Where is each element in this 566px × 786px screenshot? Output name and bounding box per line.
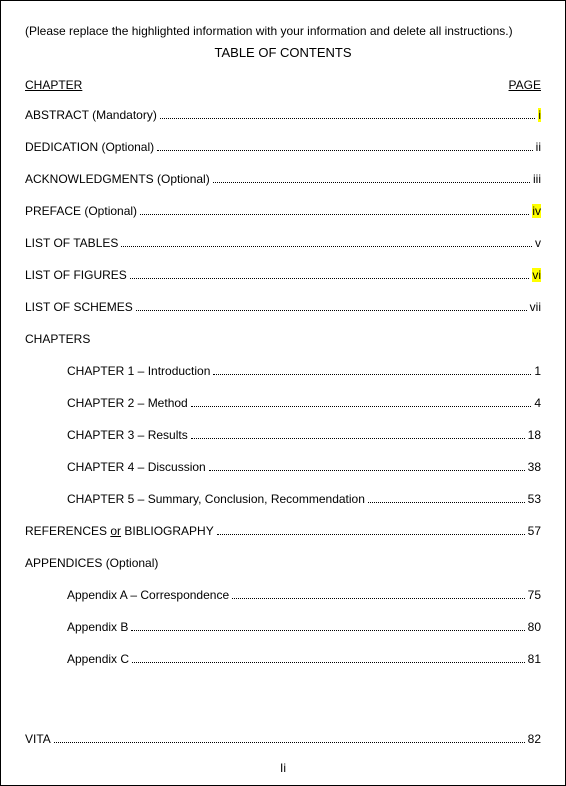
vita-row: VITA 82	[25, 732, 541, 746]
toc-page: 1	[534, 364, 541, 378]
toc-page: 80	[528, 620, 541, 634]
toc-label: LIST OF SCHEMES	[25, 300, 133, 314]
leader-dots	[213, 374, 531, 375]
toc-label: CHAPTER 3 – Results	[67, 428, 188, 442]
toc-page: iii	[533, 172, 541, 186]
leader-dots	[191, 406, 532, 407]
leader-dots	[368, 502, 525, 503]
toc-row: CHAPTER 3 – Results 18	[25, 428, 541, 442]
toc-label: CHAPTER 2 – Method	[67, 396, 188, 410]
vita-page: 82	[528, 732, 541, 746]
toc-page: v	[535, 236, 541, 250]
toc-row: DEDICATION (Optional) ii	[25, 140, 541, 154]
appendices-list: Appendix A – Correspondence 75 Appendix B 8…	[25, 588, 541, 666]
toc-row: CHAPTER 2 – Method 4	[25, 396, 541, 410]
references-prefix: REFERENCES	[25, 524, 110, 538]
toc-label: ABSTRACT (Mandatory)	[25, 108, 157, 122]
leader-dots	[54, 742, 525, 743]
toc-row: LIST OF SCHEMES vii	[25, 300, 541, 314]
appendices-heading: APPENDICES (Optional)	[25, 556, 541, 570]
leader-dots	[160, 118, 536, 119]
toc-row: Appendix B 80	[25, 620, 541, 634]
toc-row: CHAPTER 5 – Summary, Conclusion, Recomme…	[25, 492, 541, 506]
toc-page: 4	[534, 396, 541, 410]
toc-page: iv	[532, 204, 541, 218]
toc-page: 75	[528, 588, 541, 602]
leader-dots	[140, 214, 529, 215]
toc-page: 81	[528, 652, 541, 666]
leader-dots	[191, 438, 525, 439]
toc-label: Appendix B	[67, 620, 128, 634]
toc-label: CHAPTER 1 – Introduction	[67, 364, 210, 378]
column-headers: CHAPTER PAGE	[25, 78, 541, 92]
toc-row: CHAPTER 1 – Introduction 1	[25, 364, 541, 378]
leader-dots	[209, 470, 525, 471]
toc-row: PREFACE (Optional) iv	[25, 204, 541, 218]
leader-dots	[131, 630, 524, 631]
toc-label: CHAPTER 5 – Summary, Conclusion, Recomme…	[67, 492, 365, 506]
toc-label: PREFACE (Optional)	[25, 204, 137, 218]
toc-row: LIST OF FIGURES vi	[25, 268, 541, 282]
leader-dots	[232, 598, 525, 599]
vita-label: VITA	[25, 732, 51, 746]
chapters-heading: CHAPTERS	[25, 332, 541, 346]
spacer	[25, 684, 541, 732]
references-suffix: BIBLIOGRAPHY	[121, 524, 214, 538]
toc-row: Appendix A – Correspondence 75	[25, 588, 541, 602]
toc-label: Appendix C	[67, 652, 129, 666]
toc-label: ACKNOWLEDGMENTS (Optional)	[25, 172, 210, 186]
toc-row: ABSTRACT (Mandatory) i	[25, 108, 541, 122]
toc-label: DEDICATION (Optional)	[25, 140, 154, 154]
leader-dots	[213, 182, 530, 183]
leader-dots	[136, 310, 527, 311]
references-label: REFERENCES or BIBLIOGRAPHY	[25, 524, 214, 538]
leader-dots	[132, 662, 525, 663]
toc-page: vii	[530, 300, 541, 314]
chapters-list: CHAPTER 1 – Introduction 1 CHAPTER 2 – Met…	[25, 364, 541, 506]
toc-label: LIST OF FIGURES	[25, 268, 127, 282]
toc-label: Appendix A – Correspondence	[67, 588, 229, 602]
toc-page: 18	[528, 428, 541, 442]
header-page: PAGE	[509, 78, 541, 92]
toc-title: TABLE OF CONTENTS	[25, 45, 541, 60]
toc-page: vi	[532, 268, 541, 282]
page-number: Ii	[1, 761, 565, 775]
leader-dots	[121, 246, 532, 247]
toc-page: 53	[528, 492, 541, 506]
header-chapter: CHAPTER	[25, 78, 82, 92]
references-row: REFERENCES or BIBLIOGRAPHY 57	[25, 524, 541, 538]
toc-label: LIST OF TABLES	[25, 236, 118, 250]
toc-row: CHAPTER 4 – Discussion 38	[25, 460, 541, 474]
toc-page: i	[538, 108, 541, 122]
toc-row: Appendix C 81	[25, 652, 541, 666]
toc-page: 38	[528, 460, 541, 474]
leader-dots	[157, 150, 533, 151]
instruction-text: (Please replace the highlighted informat…	[25, 23, 541, 39]
references-page: 57	[528, 524, 541, 538]
toc-row: LIST OF TABLES v	[25, 236, 541, 250]
references-or: or	[110, 524, 121, 538]
front-matter-list: ABSTRACT (Mandatory) i DEDICATION (Optiona…	[25, 108, 541, 314]
leader-dots	[217, 534, 525, 535]
leader-dots	[130, 278, 530, 279]
toc-label: CHAPTER 4 – Discussion	[67, 460, 206, 474]
toc-row: ACKNOWLEDGMENTS (Optional) iii	[25, 172, 541, 186]
toc-page: ii	[536, 140, 541, 154]
